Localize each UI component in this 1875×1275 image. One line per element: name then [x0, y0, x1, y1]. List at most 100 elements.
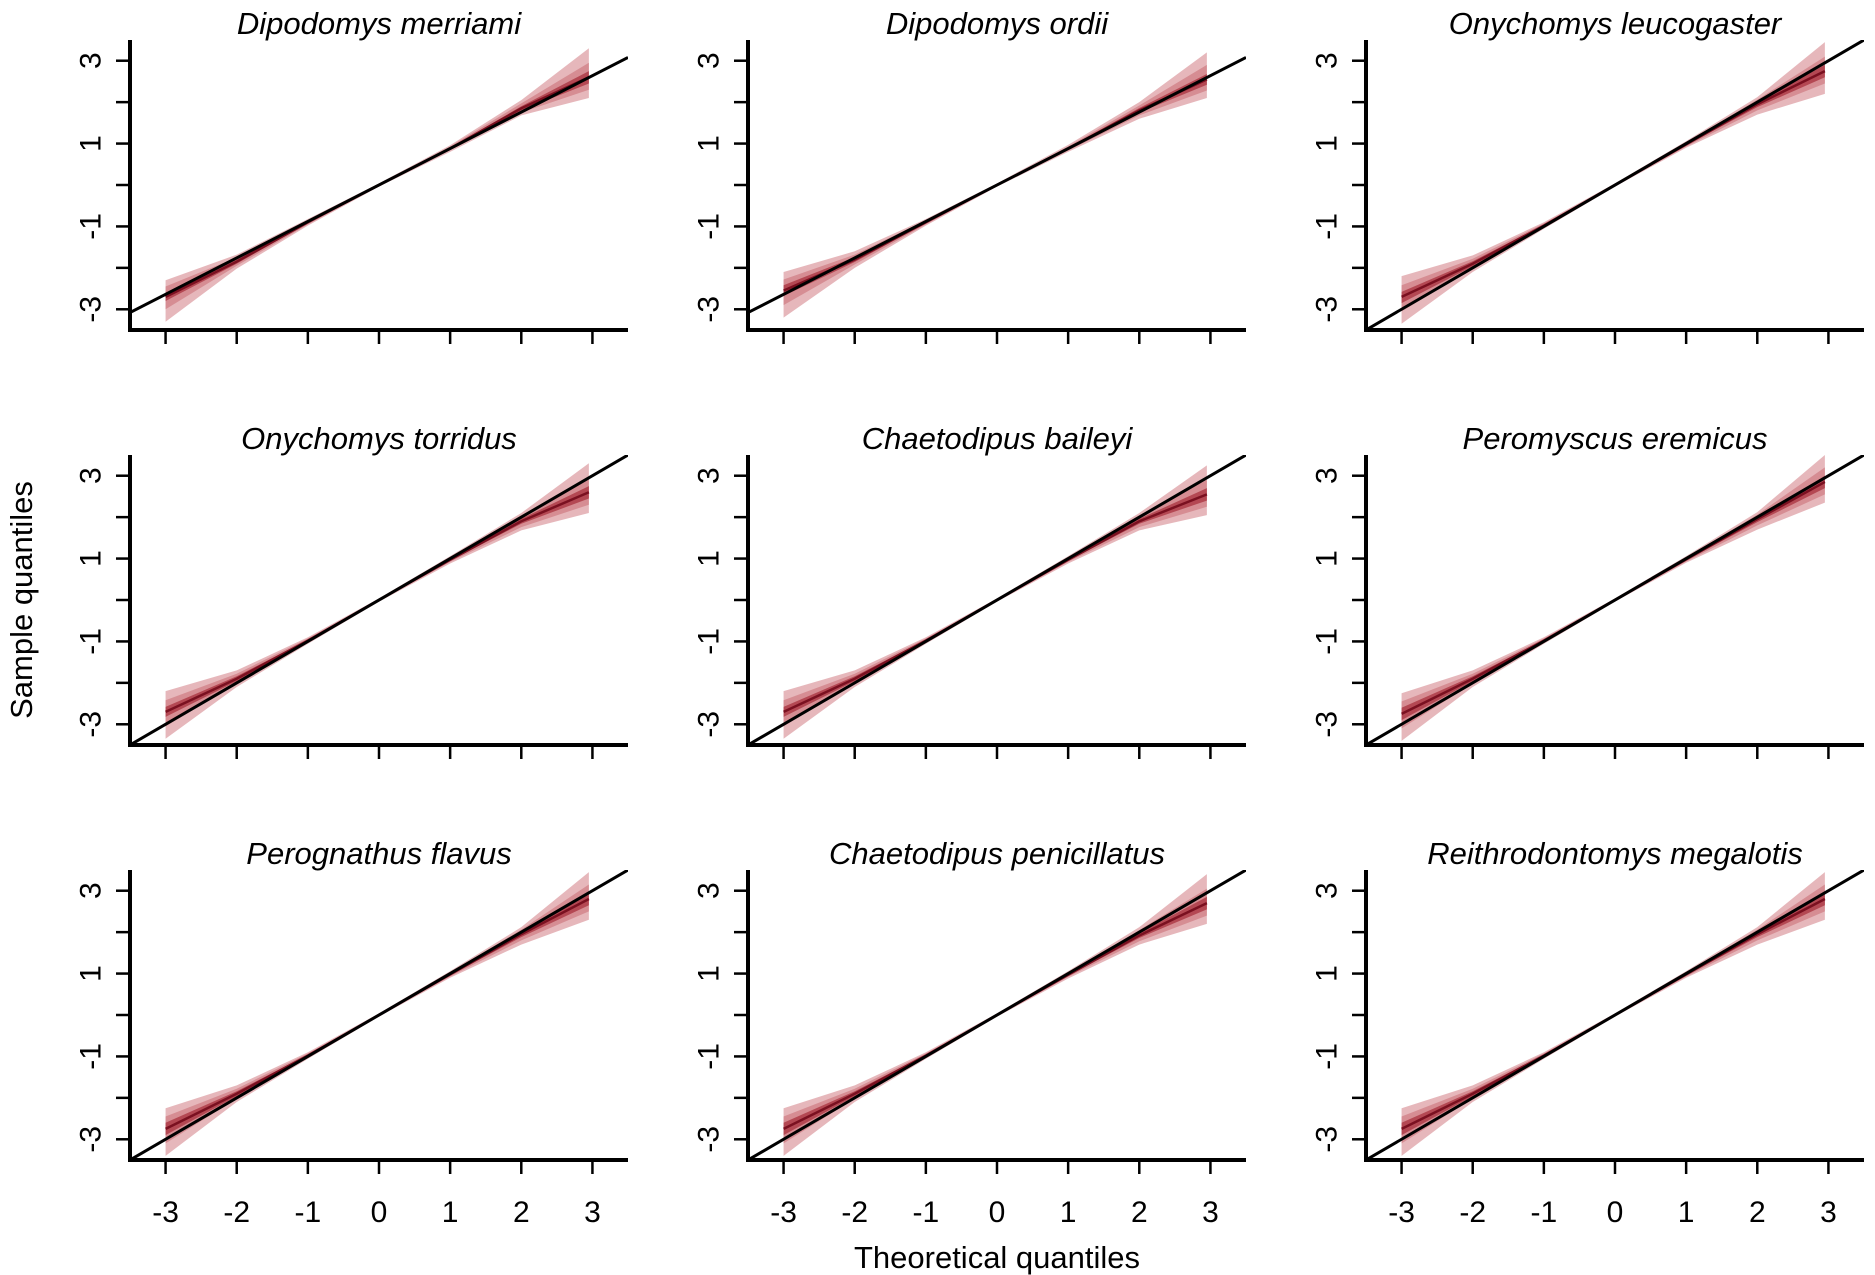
inner-band: [1401, 64, 1825, 304]
y-tick-label: 3: [75, 467, 108, 484]
panel-title: Chaetodipus baileyi: [862, 421, 1134, 456]
qq-panel: Chaetodipus penicillatus -3 -1 1 3 -3 -2 -1 0 1 2 3: [693, 836, 1246, 1229]
qq-panel: Peromyscus eremicus -3 -1 1 3: [1311, 421, 1864, 759]
x-tick-label: 0: [371, 1196, 388, 1229]
y-tick-label: 3: [75, 882, 108, 899]
y-tick-label: -3: [1311, 1126, 1344, 1153]
panel-title: Perognathus flavus: [246, 836, 511, 871]
y-tick-label: 3: [1311, 882, 1344, 899]
panel-title: Onychomys leucogaster: [1449, 6, 1783, 41]
x-tick-label: 2: [1131, 1196, 1148, 1229]
y-tick-label: 3: [693, 52, 726, 69]
x-tick-label: -2: [841, 1196, 868, 1229]
y-tick-label: 1: [693, 135, 726, 152]
y-tick-label: 3: [693, 882, 726, 899]
panel-title: Dipodomys ordii: [886, 6, 1109, 41]
qq-panel: Chaetodipus baileyi -3 -1 1 3: [693, 421, 1246, 759]
y-tick-label: 1: [1311, 550, 1344, 567]
y-tick-label: -3: [693, 1126, 726, 1153]
y-tick-label: -1: [75, 1043, 108, 1070]
panel-title: Dipodomys merriami: [237, 6, 522, 41]
panel-plot-area: [130, 455, 628, 745]
y-tick-label: -3: [75, 296, 108, 323]
qq-panel: Dipodomys merriami -3 -1 1 3: [75, 6, 628, 344]
y-tick-label: 1: [75, 550, 108, 567]
y-tick-label: 1: [75, 965, 108, 982]
y-tick-label: 3: [693, 467, 726, 484]
qq-panel: Onychomys torridus -3 -1 1 3: [75, 421, 628, 759]
y-tick-label: 1: [693, 550, 726, 567]
outer-band: [1401, 42, 1825, 324]
reference-line: [748, 870, 1246, 1160]
y-tick-label: -1: [1311, 1043, 1344, 1070]
x-tick-label: -3: [1388, 1196, 1415, 1229]
y-tick-label: -3: [693, 296, 726, 323]
reference-line: [1366, 40, 1864, 330]
y-tick-label: -1: [75, 213, 108, 240]
y-tick-label: 1: [1311, 965, 1344, 982]
y-tick-label: -3: [693, 711, 726, 738]
x-tick-label: 0: [989, 1196, 1006, 1229]
x-tick-label: 1: [1060, 1196, 1077, 1229]
x-tick-label: -1: [1531, 1196, 1558, 1229]
qq-panel: Reithrodontomys megalotis -3 -1 1 3 -3 -2 -1 0 1 2…: [1311, 836, 1864, 1229]
x-tick-label: 2: [513, 1196, 530, 1229]
x-tick-label: -2: [223, 1196, 250, 1229]
panel-plot-area: [748, 870, 1246, 1160]
y-tick-label: -3: [1311, 711, 1344, 738]
panel-plot-area: [748, 52, 1246, 318]
x-tick-label: 1: [442, 1196, 459, 1229]
y-tick-label: 3: [1311, 467, 1344, 484]
y-tick-label: -1: [693, 1043, 726, 1070]
qq-panel: Perognathus flavus -3 -1 1 3 -3 -2 -1 0 1 2 3: [75, 836, 628, 1229]
reference-line: [748, 455, 1246, 745]
y-tick-label: -1: [1311, 628, 1344, 655]
y-tick-label: -1: [75, 628, 108, 655]
y-tick-label: 1: [75, 135, 108, 152]
panel-title: Reithrodontomys megalotis: [1427, 836, 1803, 871]
panel-title: Peromyscus eremicus: [1463, 421, 1768, 456]
reference-line: [130, 455, 628, 745]
reference-line: [130, 56, 628, 314]
y-tick-label: 3: [1311, 52, 1344, 69]
x-tick-label: 3: [1820, 1196, 1837, 1229]
reference-line: [748, 56, 1246, 314]
panel-title: Chaetodipus penicillatus: [829, 836, 1165, 871]
x-tick-label: 2: [1749, 1196, 1766, 1229]
panel-plot-area: [130, 48, 628, 322]
reference-line: [1366, 870, 1864, 1160]
panel-plot-area: [748, 455, 1246, 745]
outer-band: [1401, 872, 1825, 1156]
y-tick-label: 1: [1311, 135, 1344, 152]
x-tick-label: -2: [1459, 1196, 1486, 1229]
x-tick-label: -3: [152, 1196, 179, 1229]
y-tick-label: -1: [693, 213, 726, 240]
y-tick-label: -1: [1311, 213, 1344, 240]
panel-plot-area: [1366, 40, 1864, 330]
panels-layer: Dipodomys merriami -3 -1 1 3 Dipodomys ordii -…: [75, 6, 1864, 1229]
y-tick-label: -3: [75, 711, 108, 738]
panel-plot-area: [130, 870, 628, 1160]
y-tick-label: 3: [75, 52, 108, 69]
x-tick-label: 0: [1607, 1196, 1624, 1229]
qq-panel: Dipodomys ordii -3 -1 1 3: [693, 6, 1246, 344]
reference-line: [130, 870, 628, 1160]
x-tick-label: -1: [295, 1196, 322, 1229]
panel-plot-area: [1366, 455, 1864, 745]
x-tick-label: 3: [584, 1196, 601, 1229]
y-tick-label: 1: [693, 965, 726, 982]
qq-panel: Onychomys leucogaster -3 -1 1 3: [1311, 6, 1864, 344]
x-tick-label: -3: [770, 1196, 797, 1229]
panel-title: Onychomys torridus: [241, 421, 517, 456]
y-tick-label: -1: [693, 628, 726, 655]
panel-plot-area: [1366, 870, 1864, 1160]
x-tick-label: 1: [1678, 1196, 1695, 1229]
x-axis-title: Theoretical quantiles: [854, 1240, 1140, 1275]
reference-line: [1366, 455, 1864, 745]
y-tick-label: -3: [1311, 296, 1344, 323]
x-tick-label: -1: [913, 1196, 940, 1229]
outer-band: [1401, 455, 1825, 741]
outer-band: [165, 872, 589, 1156]
y-tick-label: -3: [75, 1126, 108, 1153]
